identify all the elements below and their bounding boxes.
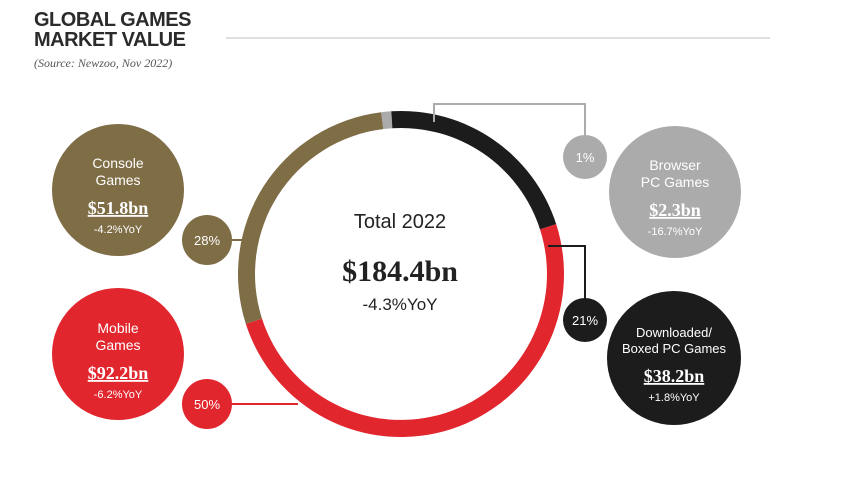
mobile-name-line-1: Mobile	[97, 320, 138, 336]
connector-browser	[433, 103, 586, 138]
donut-segment-console	[237, 112, 384, 324]
console-change: -4.2%YoY	[94, 224, 143, 236]
mobile-name-line-2: Games	[95, 337, 140, 353]
total-value: $184.4bn	[342, 255, 458, 288]
title-line-1: GLOBAL GAMES	[34, 9, 191, 31]
downloaded-name-line-1: Downloaded/	[636, 325, 712, 340]
downloaded-bubble	[607, 291, 741, 425]
mobile-share-bubble	[182, 379, 232, 429]
connectors	[232, 103, 586, 405]
total-change: -4.3%YoY	[363, 295, 438, 314]
donut-ring	[237, 111, 564, 437]
chart-title: GLOBAL GAMES MARKET VALUE	[34, 10, 191, 50]
browser-share-bubble	[563, 135, 607, 179]
downloaded-change: +1.8%YoY	[648, 392, 700, 404]
segment-downloaded: 21% Downloaded/ Boxed PC Games $38.2bn +…	[563, 291, 741, 425]
console-name-line-2: Games	[95, 172, 140, 188]
browser-change: -16.7%YoY	[648, 226, 703, 238]
browser-bubble	[609, 126, 741, 258]
console-name-line-1: Console	[92, 155, 144, 171]
mobile-value: $92.2bn	[88, 363, 149, 383]
console-share-bubble	[182, 215, 232, 265]
console-share: 28%	[194, 233, 220, 248]
mobile-share: 50%	[194, 397, 220, 412]
title-line-2: MARKET VALUE	[34, 29, 186, 51]
mobile-change: -6.2%YoY	[94, 389, 143, 401]
downloaded-name-line-2: Boxed PC Games	[622, 341, 727, 356]
donut-segment-downloaded	[391, 111, 557, 230]
browser-name-line-2: PC Games	[641, 174, 709, 190]
downloaded-share-bubble	[563, 298, 607, 342]
downloaded-value: $38.2bn	[644, 366, 705, 386]
browser-share: 1%	[576, 150, 595, 165]
donut-center: Total 2022 $184.4bn -4.3%YoY	[342, 211, 458, 314]
console-bubble	[52, 124, 184, 256]
connector-downloaded	[548, 245, 586, 305]
browser-value: $2.3bn	[649, 200, 701, 220]
segment-mobile: Mobile Games $92.2bn -6.2%YoY 50%	[52, 288, 232, 429]
browser-name-line-1: Browser	[649, 157, 701, 173]
donut-segment-browser	[381, 111, 393, 130]
source-note: (Source: Newzoo, Nov 2022)	[34, 56, 173, 70]
mobile-bubble	[52, 288, 184, 420]
total-label: Total 2022	[354, 211, 446, 233]
segment-console: Console Games $51.8bn -4.2%YoY 28%	[52, 124, 232, 265]
segment-browser: 1% Browser PC Games $2.3bn -16.7%YoY	[563, 126, 741, 258]
downloaded-share: 21%	[572, 313, 598, 328]
console-value: $51.8bn	[88, 198, 149, 218]
